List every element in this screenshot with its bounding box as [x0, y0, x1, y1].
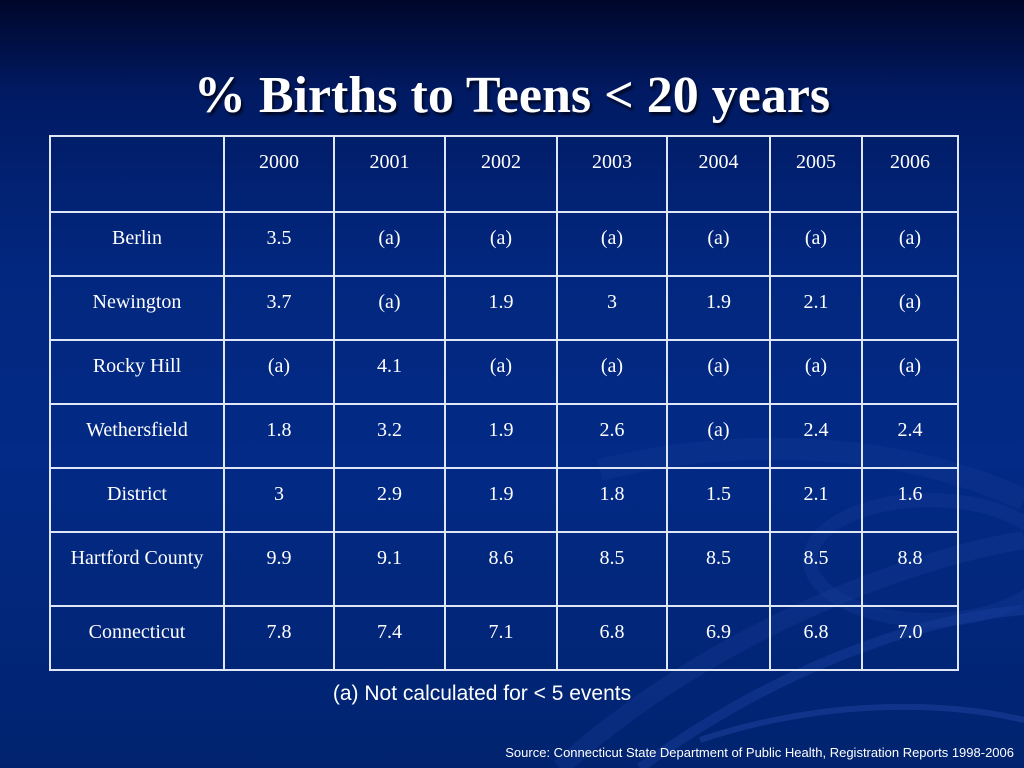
table-cell: 1.5 — [666, 467, 771, 533]
header-year-2004: 2004 — [666, 135, 771, 213]
footnote: (a) Not calculated for < 5 events — [332, 682, 632, 705]
table-cell: (a) — [333, 275, 446, 341]
table-cell: 7.4 — [333, 605, 446, 671]
table-row: Connecticut 7.8 7.4 7.1 6.8 6.9 6.8 7.0 — [49, 605, 959, 671]
row-label-connecticut: Connecticut — [49, 605, 225, 671]
table-cell: 1.9 — [666, 275, 771, 341]
source-citation: Source: Connecticut State Department of … — [505, 745, 1014, 760]
table-cell: (a) — [444, 211, 558, 277]
table-cell: 1.9 — [444, 403, 558, 469]
table-header-row: 2000 2001 2002 2003 2004 2005 2006 — [49, 135, 959, 213]
table-cell: (a) — [861, 211, 959, 277]
table-cell: 1.8 — [223, 403, 335, 469]
table-cell: 8.5 — [556, 531, 668, 607]
table-cell: (a) — [556, 339, 668, 405]
table-cell: 9.1 — [333, 531, 446, 607]
table-cell: (a) — [444, 339, 558, 405]
table-cell: 9.9 — [223, 531, 335, 607]
table-cell: 2.1 — [769, 467, 863, 533]
table-cell: (a) — [556, 211, 668, 277]
row-label-rocky-hill: Rocky Hill — [49, 339, 225, 405]
table-row: District 3 2.9 1.9 1.8 1.5 2.1 1.6 — [49, 467, 959, 533]
table-cell: 1.9 — [444, 275, 558, 341]
table-cell: 3.5 — [223, 211, 335, 277]
table-cell: 2.6 — [556, 403, 668, 469]
table-row: Newington 3.7 (a) 1.9 3 1.9 2.1 (a) — [49, 275, 959, 341]
header-corner-cell — [49, 135, 225, 213]
row-label-district: District — [49, 467, 225, 533]
row-label-newington: Newington — [49, 275, 225, 341]
table-cell: 6.8 — [556, 605, 668, 671]
teen-births-table: 2000 2001 2002 2003 2004 2005 2006 Berli… — [49, 135, 959, 671]
header-year-2001: 2001 — [333, 135, 446, 213]
table-cell: (a) — [223, 339, 335, 405]
table-row: Hartford County 9.9 9.1 8.6 8.5 8.5 8.5 … — [49, 531, 959, 607]
table-row: Berlin 3.5 (a) (a) (a) (a) (a) (a) — [49, 211, 959, 277]
table-cell: (a) — [769, 211, 863, 277]
table-cell: 3 — [223, 467, 335, 533]
table-cell: 7.1 — [444, 605, 558, 671]
table-cell: (a) — [666, 403, 771, 469]
table-cell: 6.8 — [769, 605, 863, 671]
table-cell: (a) — [333, 211, 446, 277]
table-cell: 3.2 — [333, 403, 446, 469]
table-cell: (a) — [861, 339, 959, 405]
table-cell: 7.0 — [861, 605, 959, 671]
table-cell: 8.5 — [666, 531, 771, 607]
table-cell: 1.6 — [861, 467, 959, 533]
table-cell: 8.5 — [769, 531, 863, 607]
table-cell: (a) — [666, 211, 771, 277]
table-cell: 2.4 — [861, 403, 959, 469]
table-cell: 6.9 — [666, 605, 771, 671]
table-cell: 7.8 — [223, 605, 335, 671]
table-row: Wethersfield 1.8 3.2 1.9 2.6 (a) 2.4 2.4 — [49, 403, 959, 469]
header-year-2003: 2003 — [556, 135, 668, 213]
header-year-2002: 2002 — [444, 135, 558, 213]
table-cell: (a) — [769, 339, 863, 405]
header-year-2005: 2005 — [769, 135, 863, 213]
table-cell: 3.7 — [223, 275, 335, 341]
table-cell: 3 — [556, 275, 668, 341]
table-cell: 1.8 — [556, 467, 668, 533]
table-cell: 8.8 — [861, 531, 959, 607]
table-cell: (a) — [861, 275, 959, 341]
slide-title: % Births to Teens < 20 years — [193, 67, 831, 124]
table-cell: 1.9 — [444, 467, 558, 533]
table-cell: 2.1 — [769, 275, 863, 341]
table-cell: 2.4 — [769, 403, 863, 469]
table-row: Rocky Hill (a) 4.1 (a) (a) (a) (a) (a) — [49, 339, 959, 405]
table-cell: 4.1 — [333, 339, 446, 405]
row-label-wethersfield: Wethersfield — [49, 403, 225, 469]
table-cell: 8.6 — [444, 531, 558, 607]
header-year-2000: 2000 — [223, 135, 335, 213]
header-year-2006: 2006 — [861, 135, 959, 213]
row-label-berlin: Berlin — [49, 211, 225, 277]
table-cell: 2.9 — [333, 467, 446, 533]
table-cell: (a) — [666, 339, 771, 405]
row-label-hartford-county: Hartford County — [49, 531, 225, 607]
